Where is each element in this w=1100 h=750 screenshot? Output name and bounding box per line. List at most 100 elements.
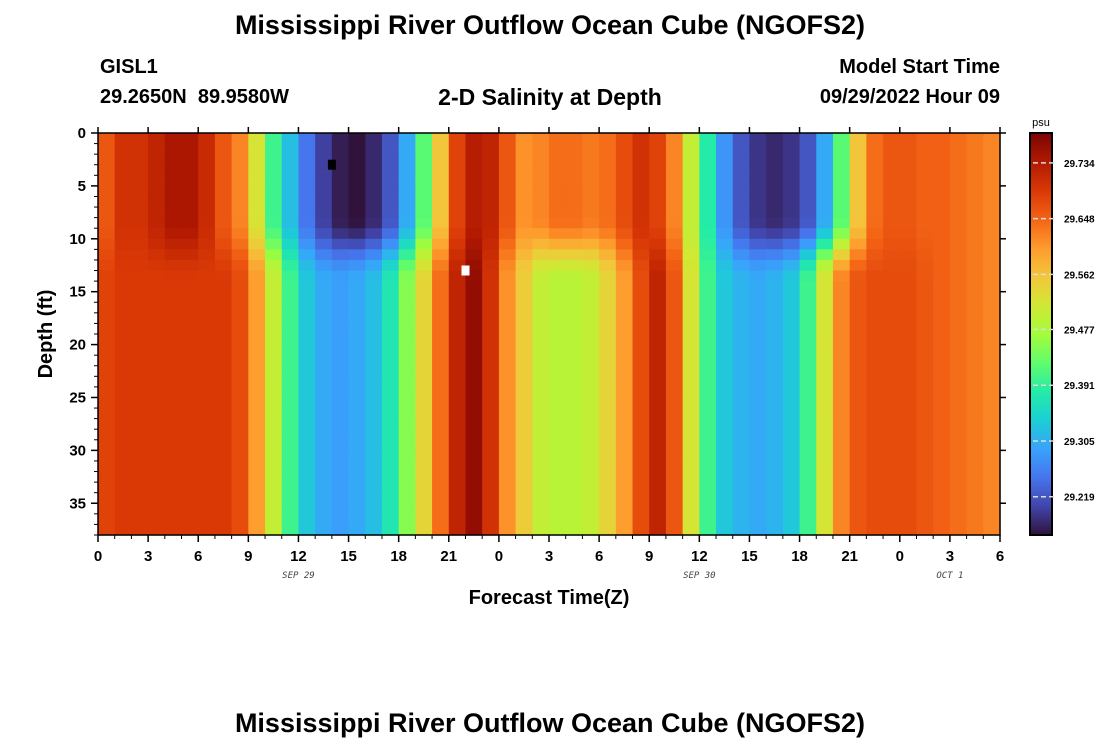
heatmap-cell — [231, 312, 249, 325]
heatmap-cell — [365, 259, 383, 272]
heatmap-cell — [198, 238, 216, 250]
heatmap-cell — [298, 270, 316, 282]
heatmap-cell — [381, 334, 400, 346]
heatmap-cell — [832, 482, 851, 494]
colorbar-unit: psu — [1032, 117, 1050, 129]
heatmap-cell — [265, 397, 283, 409]
heatmap-cell — [899, 492, 918, 504]
heatmap-cell — [732, 492, 751, 504]
heatmap-cell — [799, 207, 817, 219]
heatmap-cell — [148, 185, 166, 198]
heatmap-cell — [381, 524, 400, 536]
heatmap-cell — [949, 207, 968, 219]
heatmap-cell — [749, 429, 767, 441]
heatmap-cell — [899, 418, 918, 430]
heatmap-cell — [883, 482, 901, 494]
heatmap-cell — [716, 302, 734, 314]
heatmap-cell — [381, 376, 400, 388]
heatmap-cell — [164, 291, 183, 303]
heatmap-cell — [432, 323, 450, 335]
heatmap-cell — [265, 429, 283, 441]
x-tick-label: 6 — [194, 548, 202, 565]
heatmap-cell — [214, 408, 233, 420]
heatmap-cell — [131, 386, 149, 399]
heatmap-cell — [916, 376, 934, 388]
heatmap-cell — [98, 228, 116, 240]
heatmap-cell — [949, 312, 968, 325]
heatmap-cell — [883, 492, 901, 504]
heatmap-cell — [164, 270, 183, 282]
heatmap-cell — [933, 281, 951, 293]
heatmap-cell — [432, 439, 450, 451]
heatmap-cell — [816, 429, 834, 441]
heatmap-cell — [231, 460, 249, 473]
heatmap-cell — [281, 291, 300, 303]
date-label: SEP 30 — [683, 571, 716, 581]
heatmap-cell — [949, 439, 968, 451]
heatmap-cell — [315, 492, 333, 504]
heatmap-cell — [549, 217, 567, 229]
heatmap-cell — [331, 185, 350, 198]
heatmap-cell — [415, 355, 433, 367]
heatmap-cell — [164, 164, 183, 176]
heatmap-cell — [381, 482, 400, 494]
heatmap-cell — [448, 386, 467, 399]
heatmap-cell — [231, 471, 249, 483]
heatmap-cell — [231, 418, 249, 430]
heatmap-cell — [164, 143, 183, 155]
heatmap-cell — [131, 323, 149, 335]
heatmap-cell — [331, 154, 350, 166]
heatmap-cell — [565, 482, 583, 494]
heatmap-cell — [866, 513, 884, 526]
heatmap-cell — [248, 482, 266, 494]
heatmap-cell — [549, 185, 567, 198]
heatmap-cell — [398, 312, 416, 325]
heatmap-cell — [114, 185, 132, 198]
heatmap-cell — [398, 439, 416, 451]
heatmap-cell — [398, 418, 416, 430]
heatmap-cell — [615, 386, 634, 399]
heatmap-cell — [281, 196, 300, 208]
heatmap-cell — [983, 228, 1001, 240]
heatmap-cell — [515, 312, 533, 325]
heatmap-cell — [532, 386, 550, 399]
heatmap-cell — [381, 164, 400, 176]
y-tick-label: 20 — [69, 337, 86, 354]
heatmap-cell — [298, 524, 316, 536]
heatmap-cell — [265, 365, 283, 377]
heatmap-cell — [482, 323, 500, 335]
heatmap-cell — [615, 249, 634, 261]
heatmap-cell — [498, 154, 517, 166]
heatmap-cell — [532, 249, 550, 261]
heatmap-cell — [98, 154, 116, 166]
heatmap-cell — [716, 471, 734, 483]
heatmap-cell — [716, 439, 734, 451]
heatmap-cell — [849, 524, 867, 536]
heatmap-cell — [265, 355, 283, 367]
heatmap-cell — [281, 355, 300, 367]
heatmap-cell — [866, 408, 884, 420]
heatmap-cell — [716, 238, 734, 250]
heatmap-cell — [916, 450, 934, 462]
heatmap-cell — [682, 217, 700, 229]
heatmap-cell — [181, 154, 199, 166]
heatmap-cell — [866, 228, 884, 240]
heatmap-cell — [816, 418, 834, 430]
heatmap-cell — [432, 143, 450, 155]
heatmap-cell — [866, 524, 884, 536]
heatmap-cell — [398, 154, 416, 166]
heatmap-cell — [532, 492, 550, 504]
heatmap-cell — [649, 270, 667, 282]
heatmap-cell — [799, 439, 817, 451]
heatmap-cell — [799, 355, 817, 367]
heatmap-cell — [498, 238, 517, 250]
heatmap-cell — [866, 143, 884, 155]
heatmap-cell — [699, 143, 717, 155]
heatmap-cell — [365, 429, 383, 441]
heatmap-cell — [465, 217, 483, 229]
heatmap-cell — [933, 185, 951, 198]
heatmap-cell — [849, 492, 867, 504]
heatmap-cell — [365, 386, 383, 399]
heatmap-cell — [164, 503, 183, 515]
heatmap-cell — [265, 185, 283, 198]
